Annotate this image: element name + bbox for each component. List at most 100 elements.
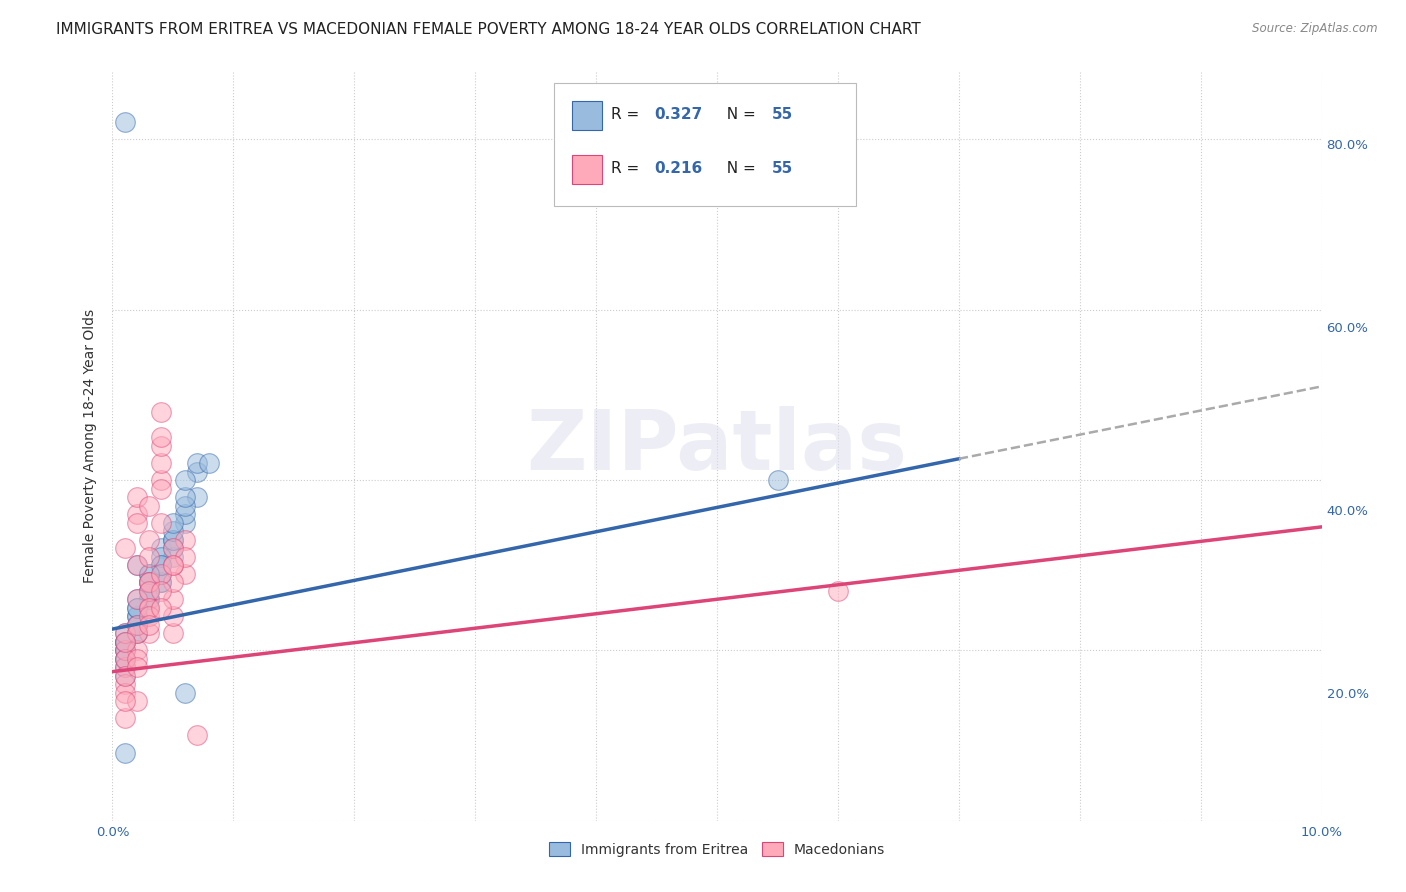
- Text: 0.327: 0.327: [654, 107, 703, 122]
- Point: [149, 430, 172, 444]
- Point: [114, 711, 136, 725]
- Point: [125, 507, 148, 521]
- Text: Source: ZipAtlas.com: Source: ZipAtlas.com: [1253, 22, 1378, 36]
- Point: [125, 609, 148, 624]
- Y-axis label: Female Poverty Among 18-24 Year Olds: Female Poverty Among 18-24 Year Olds: [83, 309, 97, 583]
- Point: [114, 635, 136, 649]
- Text: 55: 55: [772, 107, 793, 122]
- Point: [138, 549, 160, 564]
- Point: [827, 583, 849, 598]
- Point: [114, 660, 136, 674]
- Point: [138, 575, 160, 590]
- Point: [149, 575, 172, 590]
- Point: [114, 652, 136, 666]
- Point: [162, 516, 184, 530]
- Point: [138, 499, 160, 513]
- Point: [138, 533, 160, 547]
- Point: [162, 549, 184, 564]
- Point: [125, 490, 148, 504]
- Point: [162, 575, 184, 590]
- Text: N =: N =: [717, 161, 761, 177]
- Point: [125, 626, 148, 640]
- Point: [766, 473, 789, 487]
- Point: [174, 566, 197, 581]
- Point: [125, 652, 148, 666]
- Point: [149, 456, 172, 470]
- Point: [149, 439, 172, 453]
- Point: [174, 686, 197, 700]
- Point: [114, 643, 136, 657]
- Point: [138, 609, 160, 624]
- Point: [125, 660, 148, 674]
- Text: R =: R =: [610, 161, 644, 177]
- FancyBboxPatch shape: [554, 83, 856, 206]
- Point: [125, 694, 148, 708]
- Point: [114, 694, 136, 708]
- Point: [114, 660, 136, 674]
- Point: [114, 643, 136, 657]
- Point: [138, 600, 160, 615]
- Point: [149, 549, 172, 564]
- Point: [138, 600, 160, 615]
- Point: [114, 626, 136, 640]
- Text: 0.216: 0.216: [654, 161, 703, 177]
- Legend: Immigrants from Eritrea, Macedonians: Immigrants from Eritrea, Macedonians: [543, 837, 891, 863]
- Point: [149, 583, 172, 598]
- Point: [149, 473, 172, 487]
- Point: [114, 686, 136, 700]
- Text: N =: N =: [717, 107, 761, 122]
- Point: [149, 566, 172, 581]
- Point: [114, 669, 136, 683]
- Point: [138, 592, 160, 607]
- Point: [174, 499, 197, 513]
- Point: [138, 583, 160, 598]
- Text: R =: R =: [610, 107, 644, 122]
- Point: [186, 729, 208, 743]
- Point: [162, 533, 184, 547]
- Point: [138, 600, 160, 615]
- Bar: [572, 155, 602, 184]
- Point: [114, 635, 136, 649]
- Point: [186, 465, 208, 479]
- Point: [162, 533, 184, 547]
- Point: [149, 566, 172, 581]
- Point: [125, 609, 148, 624]
- Point: [149, 516, 172, 530]
- Point: [114, 746, 136, 760]
- Point: [162, 609, 184, 624]
- Point: [149, 558, 172, 573]
- Text: ZIPatlas: ZIPatlas: [527, 406, 907, 486]
- Point: [138, 617, 160, 632]
- Point: [162, 541, 184, 556]
- Point: [149, 600, 172, 615]
- Point: [125, 617, 148, 632]
- Point: [174, 516, 197, 530]
- Point: [125, 617, 148, 632]
- Point: [114, 669, 136, 683]
- Point: [125, 516, 148, 530]
- Text: IMMIGRANTS FROM ERITREA VS MACEDONIAN FEMALE POVERTY AMONG 18-24 YEAR OLDS CORRE: IMMIGRANTS FROM ERITREA VS MACEDONIAN FE…: [56, 22, 921, 37]
- Point: [114, 652, 136, 666]
- Point: [125, 592, 148, 607]
- Point: [186, 456, 208, 470]
- Point: [138, 583, 160, 598]
- Point: [114, 635, 136, 649]
- Point: [149, 405, 172, 419]
- Point: [162, 541, 184, 556]
- Point: [114, 652, 136, 666]
- Point: [138, 566, 160, 581]
- Point: [138, 575, 160, 590]
- Point: [162, 558, 184, 573]
- Point: [162, 592, 184, 607]
- Point: [174, 533, 197, 547]
- Point: [125, 626, 148, 640]
- Point: [114, 115, 136, 129]
- Point: [186, 490, 208, 504]
- Point: [174, 507, 197, 521]
- Point: [125, 600, 148, 615]
- Point: [125, 626, 148, 640]
- Bar: [572, 102, 602, 130]
- Point: [138, 626, 160, 640]
- Point: [138, 575, 160, 590]
- Point: [125, 592, 148, 607]
